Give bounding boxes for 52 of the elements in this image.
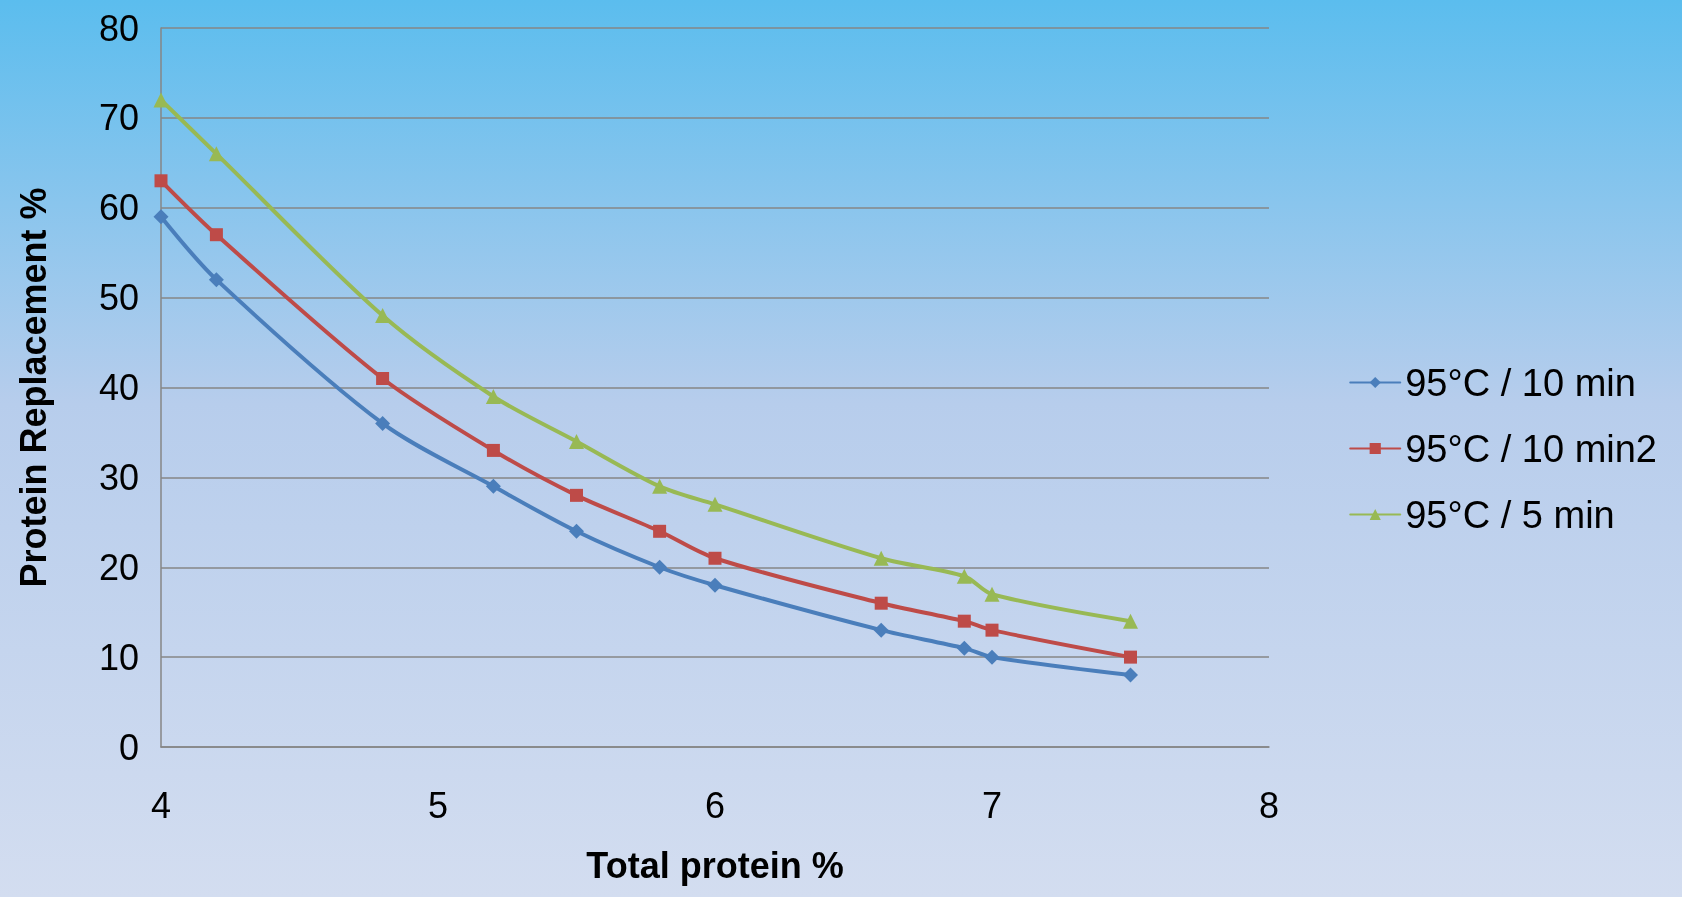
point (375, 415, 391, 431)
y-tick-label: 10 (98, 636, 139, 678)
point (375, 308, 391, 324)
legend-label: 95°C / 10 min (1405, 361, 1636, 404)
x-tick-label: 7 (981, 784, 1003, 826)
point (569, 523, 584, 539)
point (652, 478, 668, 494)
point (208, 272, 224, 288)
y-tick-label: 70 (98, 97, 139, 139)
legend-label: 95°C / 10 min2 (1405, 427, 1658, 470)
point (569, 433, 584, 449)
y-axis-title: Protein Replacement % (12, 187, 54, 588)
point (708, 551, 722, 565)
point (153, 209, 169, 225)
x-tick-label: 5 (427, 784, 449, 826)
point (153, 92, 169, 108)
point (485, 388, 501, 404)
point (873, 622, 889, 638)
point (957, 614, 971, 628)
point (208, 146, 224, 162)
point (154, 174, 168, 188)
point (653, 524, 667, 538)
y-tick-label: 0 (118, 726, 139, 768)
y-tick-label: 80 (98, 7, 139, 49)
x-tick-label: 8 (1258, 784, 1280, 826)
point (485, 478, 501, 494)
y-tick-label: 40 (98, 367, 139, 408)
x-axis-title: Total protein % (586, 844, 844, 886)
x-tick-label: 4 (150, 784, 172, 826)
x-tick-label: 6 (704, 784, 726, 826)
point (376, 372, 390, 386)
point (707, 577, 723, 593)
point (956, 568, 972, 584)
y-tick-label: 30 (98, 456, 139, 498)
point (874, 596, 888, 610)
y-tick-label: 50 (98, 277, 139, 319)
point (209, 228, 223, 242)
y-tick-label: 60 (98, 187, 139, 229)
point (873, 550, 889, 566)
point (956, 640, 972, 656)
point (985, 623, 999, 637)
point (486, 443, 500, 457)
point (984, 649, 1000, 665)
point (652, 559, 668, 575)
point (1124, 650, 1137, 664)
y-tick-label: 20 (98, 546, 139, 588)
point (1123, 613, 1138, 629)
point (707, 496, 723, 512)
point (570, 488, 583, 502)
point (984, 586, 1000, 602)
legend-label: 95°C / 5 min (1405, 493, 1615, 536)
point (1123, 667, 1138, 683)
